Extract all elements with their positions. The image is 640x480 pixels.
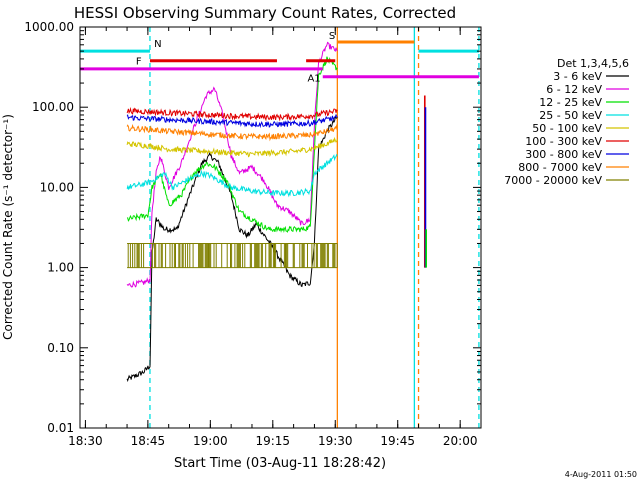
legend-title: Det 1,3,4,5,6 — [557, 57, 629, 70]
series-line — [126, 115, 338, 383]
chart-title: HESSI Observing Summary Count Rates, Cor… — [74, 4, 456, 22]
legend-entry-label: 6 - 12 keV — [546, 83, 602, 96]
y-tick-label: 1000.00 — [24, 20, 74, 34]
x-tick-label: 19:45 — [380, 434, 415, 448]
series-line — [126, 113, 338, 129]
plot-frame — [79, 26, 482, 429]
legend-entry-label: 25 - 50 keV — [539, 109, 602, 122]
flag-label: A1 — [307, 74, 320, 85]
legend-entry-label: 800 - 7000 keV — [518, 161, 602, 174]
series-line — [126, 56, 338, 234]
x-tick-label: 20:00 — [443, 434, 478, 448]
series-line — [126, 41, 338, 288]
x-axis-label: Start Time (03-Aug-11 18:28:42) — [174, 456, 386, 471]
flag-label: F — [136, 57, 142, 68]
x-tick-label: 19:15 — [255, 434, 290, 448]
y-axis-label: Corrected Count Rate (s⁻¹ detector⁻¹) — [1, 114, 15, 340]
legend-entry-label: 300 - 800 keV — [525, 148, 602, 161]
legend-entry-label: 100 - 300 keV — [525, 135, 602, 148]
flag-label: S — [329, 31, 335, 42]
series-line — [126, 106, 338, 122]
legend-entry-label: 3 - 6 keV — [553, 70, 602, 83]
series-line — [127, 242, 338, 269]
y-tick-label: 0.10 — [47, 341, 74, 355]
legend-entry-label: 50 - 100 keV — [532, 122, 602, 135]
x-tick-label: 18:30 — [68, 434, 103, 448]
y-tick-label: 1.00 — [47, 261, 74, 275]
x-tick-label: 19:30 — [318, 434, 353, 448]
series-line — [126, 123, 338, 142]
x-tick-label: 18:45 — [131, 434, 166, 448]
y-tick-label: 100.00 — [32, 100, 74, 114]
x-tick-label: 19:00 — [193, 434, 228, 448]
series-line — [126, 153, 338, 198]
y-tick-label: 10.00 — [40, 180, 74, 194]
series-line — [126, 136, 338, 158]
flag-label: N — [154, 39, 161, 50]
legend-entry-label: 7000 - 20000 keV — [504, 174, 602, 187]
legend-entry-label: 12 - 25 keV — [539, 96, 602, 109]
y-tick-label: 0.01 — [47, 421, 74, 435]
timestamp: 4-Aug-2011 01:50 — [565, 470, 637, 479]
